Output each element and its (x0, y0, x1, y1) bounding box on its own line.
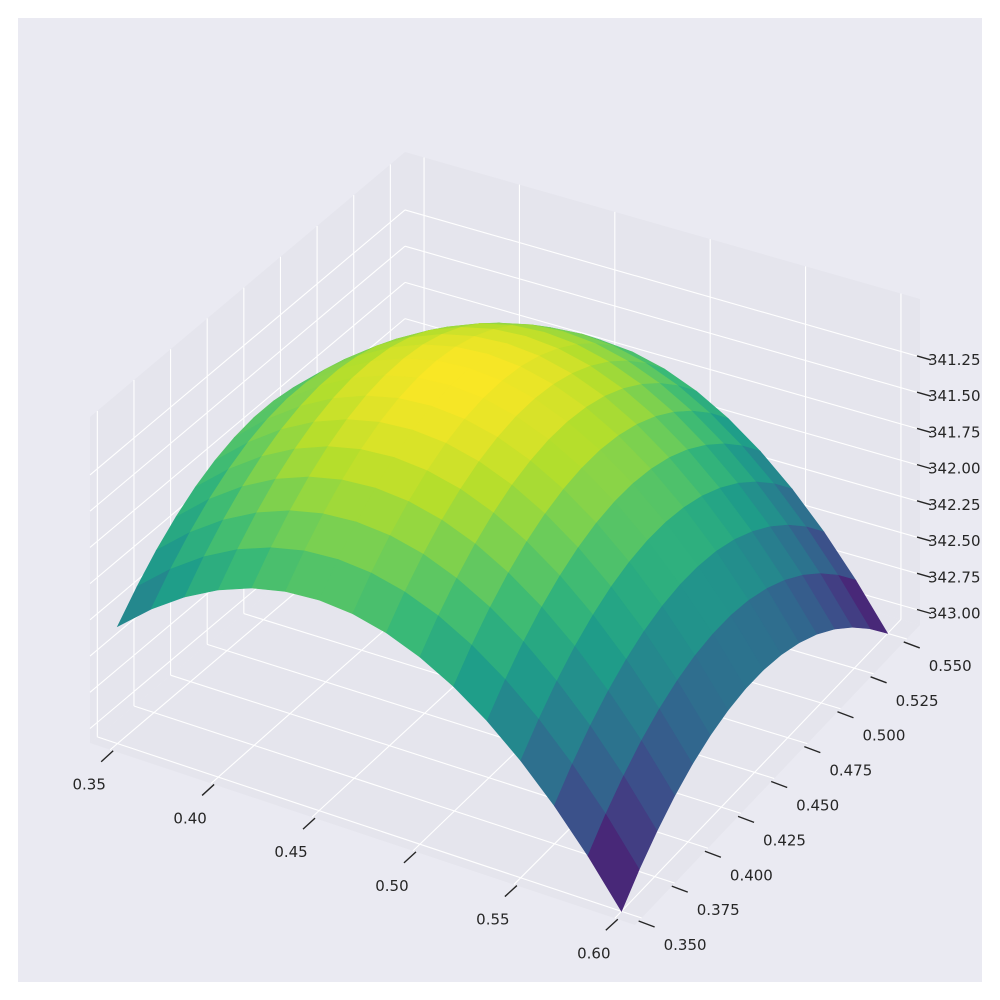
y-tick-label: 0.450 (796, 796, 839, 814)
z-tick (916, 463, 932, 470)
surface (116, 322, 889, 912)
x-gridline-floor (614, 619, 902, 919)
x-tick-label: 0.35 (72, 776, 105, 794)
y-tick (870, 676, 887, 684)
z-tick-label: 342.50 (928, 532, 981, 550)
y-tick-label: 0.425 (763, 831, 806, 849)
z-gridline-backwall (404, 281, 921, 430)
z-tick-label: 343.00 (928, 605, 981, 623)
z-gridline-leftwall (89, 209, 406, 476)
y-gridline-floor (97, 736, 642, 919)
z-tick (916, 536, 932, 542)
z-gridline-backwall (404, 245, 921, 394)
y-tick-label: 0.475 (829, 762, 872, 780)
y-tick (903, 641, 920, 649)
y-tick (671, 885, 689, 893)
z-gridline-leftwall (89, 245, 406, 512)
y-tick (804, 745, 821, 754)
z-gridline-leftwall (89, 281, 406, 548)
x-tick (201, 783, 215, 796)
x-tick-label: 0.60 (577, 944, 610, 962)
z-tick-label: 341.25 (928, 351, 981, 369)
x-tick-label: 0.50 (375, 877, 408, 895)
z-tick-label: 342.00 (928, 460, 981, 478)
x-tick-label: 0.55 (476, 911, 509, 929)
z-tick (916, 391, 932, 397)
x-tick-label: 0.40 (173, 809, 206, 827)
x-tick (504, 885, 518, 898)
x-tick-label: 0.45 (274, 843, 307, 861)
x-tick (100, 750, 114, 763)
x-tick (403, 851, 417, 864)
z-tick-label: 341.75 (928, 423, 981, 441)
y-tick-label: 0.500 (862, 727, 905, 745)
surface-patch (587, 813, 640, 912)
y-tick (837, 711, 854, 719)
y-tick (770, 780, 788, 789)
y-tick-label: 0.550 (929, 657, 972, 675)
y-tick (737, 815, 755, 824)
y-tick-label: 0.525 (896, 692, 939, 710)
y-tick (704, 850, 722, 858)
y-tick-label: 0.400 (730, 866, 773, 884)
z-axis-ticks: 341.25 341.50 341.75 342.00 342.25 342.50 342.… (916, 351, 981, 623)
x-axis-ticks: 0.35 0.40 0.45 0.50 0.55 0.60 (72, 750, 619, 962)
x-tick (605, 918, 619, 931)
z-tick-label: 342.75 (928, 568, 981, 586)
z-tick (916, 572, 932, 578)
z-tick (916, 427, 932, 434)
x-tick (302, 817, 316, 830)
z-tick (916, 608, 932, 615)
y-axis-ticks: 0.350 0.375 0.400 0.425 0.450 0.475 0.500 0.525… (638, 641, 972, 954)
z-tick (916, 500, 932, 506)
y-tick (638, 920, 655, 928)
y-tick-label: 0.375 (697, 901, 740, 919)
z-gridline-backwall (404, 209, 921, 358)
y-tick-label: 0.350 (664, 936, 707, 954)
y-gridline-floor (133, 705, 675, 884)
z-tick-label: 342.25 (928, 496, 981, 514)
z-tick-label: 341.50 (928, 387, 981, 405)
z-tick (916, 355, 932, 361)
